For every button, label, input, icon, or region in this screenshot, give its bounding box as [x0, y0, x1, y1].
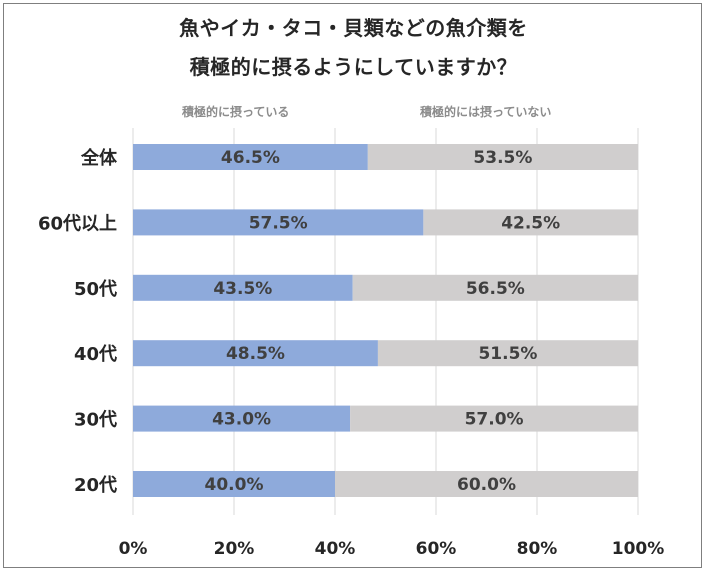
legend-item-series-1: 積極的に摂っている	[182, 105, 290, 119]
legend-item-series-2: 積極的には摂っていない	[420, 105, 552, 119]
data-label: 48.5%	[226, 344, 285, 364]
x-tick-label: 60%	[416, 539, 457, 559]
bar-not-consume-5	[335, 471, 638, 497]
x-tick-label: 100%	[612, 539, 665, 559]
data-label: 46.5%	[221, 148, 280, 168]
category-label: 60代以上	[38, 213, 117, 234]
chart-title-line-2: 積極的に摂るようにしていますか？	[189, 55, 518, 79]
data-label: 42.5%	[501, 213, 560, 233]
category-label: 30代	[74, 410, 117, 431]
data-label: 43.5%	[213, 279, 272, 299]
bar-consume-0	[133, 144, 368, 170]
bar-consume-1	[133, 209, 424, 236]
bar-not-consume-3	[377, 340, 638, 367]
data-label: 53.5%	[473, 148, 532, 168]
bar-not-consume-4	[350, 405, 638, 432]
data-label: 60.0%	[457, 475, 516, 495]
data-label: 57.0%	[465, 410, 524, 430]
bar-not-consume-1	[423, 209, 638, 236]
data-label: 40.0%	[205, 475, 264, 495]
category-label: 50代	[74, 279, 117, 300]
bar-consume-5	[133, 471, 335, 497]
bar-not-consume-0	[367, 144, 638, 170]
bar-not-consume-2	[352, 274, 638, 301]
data-label: 56.5%	[466, 279, 525, 299]
x-tick-label: 80%	[517, 539, 558, 559]
data-label: 57.5%	[249, 213, 308, 233]
category-label: 20代	[74, 475, 117, 496]
bar-consume-2	[133, 274, 353, 301]
x-tick-label: 0%	[119, 539, 148, 559]
bar-consume-4	[133, 405, 351, 432]
chart-title-line-1: 魚やイカ・タコ・貝類などの魚介類を	[179, 16, 528, 40]
data-label: 43.0%	[212, 410, 271, 430]
category-label: 40代	[74, 344, 117, 365]
x-tick-label: 40%	[315, 539, 356, 559]
category-label: 全体	[80, 147, 118, 169]
x-tick-label: 20%	[214, 539, 255, 559]
bar-consume-3	[133, 340, 378, 367]
data-label: 51.5%	[478, 344, 537, 364]
